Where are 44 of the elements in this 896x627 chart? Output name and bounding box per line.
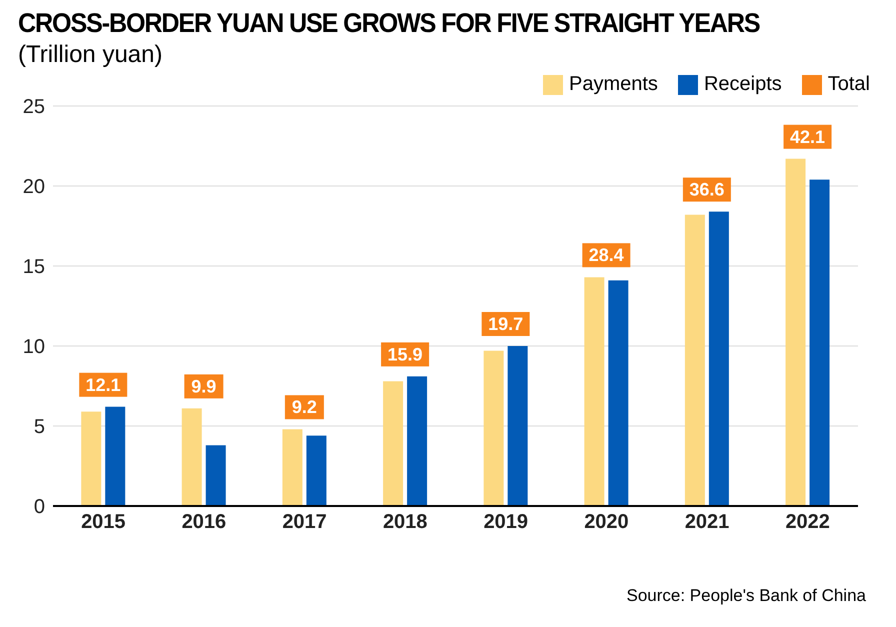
y-tick-label: 0 — [34, 496, 45, 518]
bar — [407, 376, 428, 506]
bar — [786, 158, 806, 506]
source-note: Source: People's Bank of China — [626, 586, 866, 606]
bar — [684, 214, 705, 506]
total-label: 15.9 — [388, 344, 423, 364]
bar — [81, 412, 102, 506]
legend-label: Total — [828, 73, 870, 96]
total-label: 19.7 — [488, 314, 524, 334]
legend-label: Receipts — [704, 73, 782, 96]
total-label: 42.1 — [790, 126, 826, 147]
total-label: 9.2 — [292, 397, 317, 418]
y-tick-label: 25 — [22, 96, 45, 118]
x-tick-label: 2020 — [584, 511, 629, 534]
x-tick-label: 2019 — [484, 511, 528, 534]
x-tick-label: 2022 — [785, 511, 830, 534]
bar — [182, 408, 202, 506]
chart-title: CROSS-BORDER YUAN USE GROWS FOR FIVE STRAIGHT YEARS — [18, 8, 761, 39]
x-tick-label: 2017 — [282, 511, 327, 534]
bar — [105, 406, 126, 506]
bar — [383, 381, 404, 506]
y-tick-label: 5 — [34, 416, 45, 438]
y-tick-label: 15 — [22, 256, 45, 278]
x-tick-label: 2016 — [182, 511, 226, 534]
total-label: 28.4 — [588, 245, 624, 266]
legend-label: Payments — [569, 73, 658, 96]
bar — [206, 445, 226, 506]
x-tick-label: 2021 — [684, 511, 730, 534]
bar — [708, 212, 729, 506]
bar — [810, 180, 830, 506]
y-tick-label: 10 — [22, 336, 45, 358]
total-label: 9.9 — [191, 376, 216, 396]
bar — [608, 280, 628, 506]
bar — [282, 429, 302, 506]
bar — [508, 346, 528, 506]
x-tick-label: 2015 — [81, 511, 126, 534]
chart-subtitle: (Trillion yuan) — [18, 41, 164, 69]
bar — [484, 350, 504, 506]
bar — [584, 277, 604, 506]
total-label: 36.6 — [689, 180, 724, 200]
bar — [306, 436, 326, 506]
x-tick-label: 2018 — [382, 511, 428, 534]
y-tick-label: 20 — [22, 176, 45, 198]
total-label: 12.1 — [86, 374, 121, 395]
